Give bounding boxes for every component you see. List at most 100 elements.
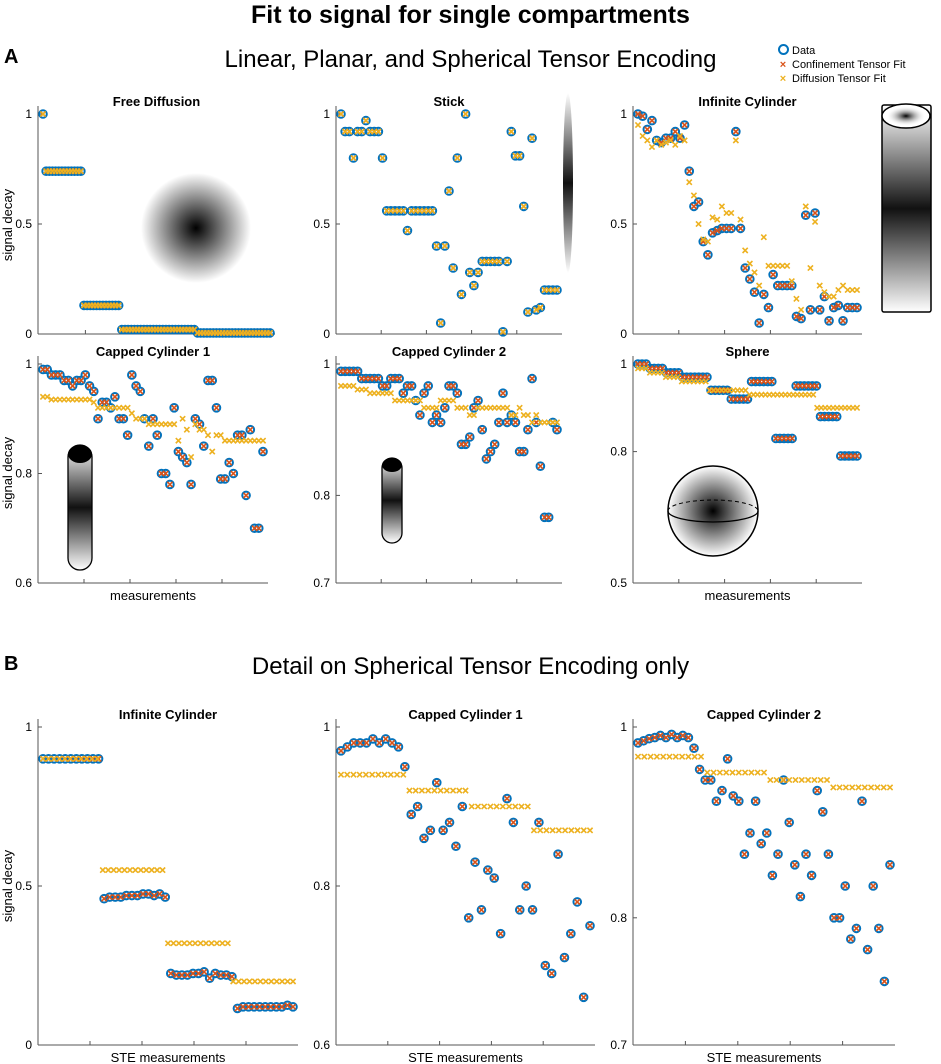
confinement-fit-point [833,413,840,420]
confinement-fit-point [242,492,250,499]
data-point [805,305,816,315]
x-axis-label: STE measurements [707,1050,822,1064]
diffusion-fit-point [653,753,661,760]
diffusion-fit-point [50,755,58,762]
confinement-fit-point [561,954,568,961]
data-point [177,970,187,980]
data-point [489,873,500,883]
diffusion-fit-point [786,776,793,784]
confinement-fit-point [478,906,485,914]
data-point [228,468,239,479]
diffusion-fit-point [358,128,365,135]
data-point [540,960,551,971]
diffusion-fit-point [686,179,693,186]
diffusion-fit-point [289,978,297,985]
diffusion-fit-point [257,978,264,985]
diffusion-fit-point [516,404,523,411]
confinement-fit-point [686,168,693,175]
x-axis-label: measurements [705,588,791,603]
diffusion-fit-point [387,390,395,397]
confinement-fit-point [408,811,415,818]
confinement-fit-point [278,1003,286,1011]
diffusion-fit-point [580,827,587,834]
diffusion-fit-point [179,415,186,422]
data-point [851,923,862,934]
data-point [810,208,820,218]
y-tick-label: 1 [323,720,330,734]
section-b-letter: B [4,653,19,675]
panel-title: Capped Cylinder 2 [392,344,506,359]
confinement-fit-point [728,225,735,232]
confinement-fit-point [134,892,141,899]
confinement-fit-point [483,455,490,463]
data-point [258,446,268,457]
diffusion-fit-point [658,141,665,148]
diffusion-fit-point [143,866,150,874]
diffusion-fit-point [466,269,473,276]
diffusion-fit-point [481,803,488,810]
diffusion-fit-point [723,209,730,217]
diffusion-fit-point [520,203,527,210]
diffusion-fit-point [499,328,507,335]
data-point [750,796,761,807]
confinement-fit-point [535,819,543,826]
diffusion-fit-point [662,139,670,146]
confinement-fit-point [554,851,562,858]
confinement-fit-point [704,251,712,258]
diffusion-fit-point [449,397,457,404]
data-point [502,256,512,267]
confinement-fit-point [491,441,498,448]
data-point [38,754,48,764]
confinement-fit-point [273,1003,280,1011]
data-point [440,403,450,413]
diffusion-fit-point [44,393,51,401]
diffusion-fit-point [39,755,47,762]
diffusion-fit-point [512,411,519,419]
data-point [801,849,811,860]
legend-label-diffusion: Diffusion Tensor Fit [792,73,886,85]
diffusion-fit-point [748,769,755,776]
confinement-fit-point [179,453,186,461]
diffusion-fit-point [709,214,716,221]
data-point [476,905,487,915]
diffusion-fit-point [867,784,875,791]
diffusion-fit-point [666,753,673,760]
panel-title: Capped Cylinder 1 [408,707,522,722]
data-point [423,381,434,391]
diffusion-fit-point [454,154,461,162]
data-point [456,289,467,300]
confinement-fit-point [830,304,837,311]
confinement-fit-point [183,459,191,466]
confinement-fit-point [774,851,782,858]
data-point [734,796,744,807]
legend-label-confinement: Confinement Tensor Fit [792,59,906,71]
diffusion-fit-point [362,117,370,124]
diffusion-fit-point [855,784,862,791]
diffusion-fit-point [202,940,210,947]
confinement-fit-point [755,319,763,327]
data-point [448,263,458,273]
data-point [689,743,699,754]
diffusion-fit-point [437,319,444,327]
data-point [546,968,557,979]
diffusion-fit-point [88,755,96,762]
data-point [684,166,695,176]
diffusion-fit-point [691,753,698,760]
confinement-fit-point [685,734,692,741]
diffusion-fit-point [83,755,90,762]
confinement-fit-point [401,763,409,770]
confinement-fit-point [376,739,383,747]
diffusion-fit-point [170,421,178,428]
data-point [834,913,845,923]
diffusion-fit-point [266,329,274,337]
diffusion-fit-point [400,771,407,778]
diffusion-fit-point [375,128,382,135]
confinement-fit-point [746,275,753,283]
confinement-fit-point [676,135,684,142]
data-point [224,457,234,468]
data-point [711,796,722,807]
confinement-fit-point [503,419,511,426]
data-point [249,1002,259,1012]
diffusion-fit-point [61,755,68,762]
